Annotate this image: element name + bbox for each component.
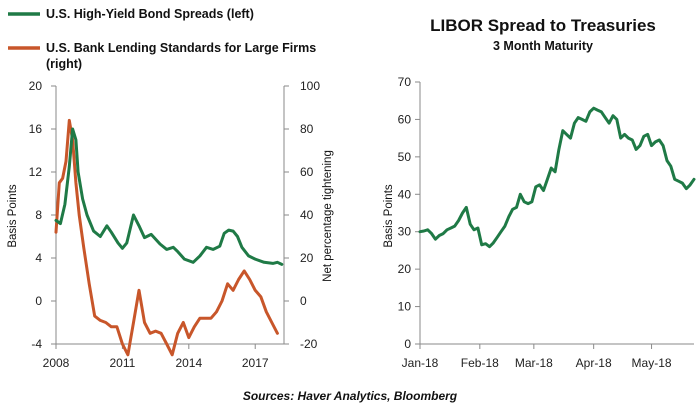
left-y-tick-label: 12 — [29, 165, 43, 179]
left-chart: U.S. High-Yield Bond Spreads (left) U.S.… — [7, 7, 334, 370]
right-chart: LIBOR Spread to Treasuries 3 Month Matur… — [383, 16, 696, 370]
legend-label-lending-standards-line2: (right) — [46, 57, 82, 71]
left-x-tick-label: 2017 — [242, 356, 269, 370]
left-y-tick-label: 16 — [29, 122, 43, 136]
right-y-tick-label: 20 — [300, 251, 314, 265]
right-chart-y-tick-label: 10 — [398, 300, 412, 314]
right-chart-subtitle: 3 Month Maturity — [493, 39, 593, 53]
right-chart-x-tick-label: Jan-18 — [402, 356, 439, 370]
right-chart-y-tick-label: 40 — [398, 187, 412, 201]
right-chart-x-tick-label: Feb-18 — [461, 356, 499, 370]
right-chart-y-axis-label: Basis Points — [383, 184, 395, 248]
left-legend: U.S. High-Yield Bond Spreads (left) U.S.… — [8, 7, 316, 71]
right-axes: 0 10 20 30 40 50 60 70 Jan-18 Feb-18 Mar-18 Apr-18 M… — [398, 75, 694, 370]
right-chart-y-tick-label: 0 — [404, 337, 411, 351]
left-plot-area — [54, 118, 284, 357]
right-chart-y-tick-label: 60 — [398, 112, 412, 126]
legend-label-lending-standards: U.S. Bank Lending Standards for Large Fi… — [46, 41, 316, 55]
left-x-tick-label: 2008 — [43, 356, 70, 370]
legend-label-high-yield: U.S. High-Yield Bond Spreads (left) — [46, 7, 254, 21]
left-axes: -4 0 4 8 12 16 20 -20 0 20 40 60 80 100 2008 2011 2014 20… — [29, 79, 321, 370]
right-chart-title: LIBOR Spread to Treasuries — [430, 16, 656, 35]
right-chart-x-tick-label: Apr-18 — [576, 356, 612, 370]
series-line-lending-standards — [54, 118, 279, 357]
left-x-tick-label: 2011 — [110, 356, 136, 370]
right-y-tick-label: -20 — [300, 337, 318, 351]
left-x-tick-label: 2014 — [175, 356, 202, 370]
right-chart-y-tick-label: 70 — [398, 75, 412, 89]
right-chart-y-tick-label: 30 — [398, 225, 412, 239]
right-y-tick-label: 100 — [300, 79, 320, 93]
right-plot-area — [418, 106, 696, 249]
right-y-tick-label: 40 — [300, 208, 314, 222]
left-y-tick-label: 0 — [35, 294, 42, 308]
left-y-tick-label: 8 — [35, 208, 42, 222]
series-line-libor-spread — [418, 106, 696, 249]
right-y-axis-label: Net percentage tightening — [322, 150, 334, 282]
right-chart-y-tick-label: 50 — [398, 150, 412, 164]
left-y-tick-label: 4 — [35, 251, 42, 265]
right-y-tick-label: 60 — [300, 165, 314, 179]
right-chart-y-tick-label: 20 — [398, 262, 412, 276]
source-note: Sources: Haver Analytics, Bloomberg — [243, 389, 458, 403]
left-y-tick-label: 20 — [29, 79, 43, 93]
left-y-axis-label: Basis Points — [7, 184, 19, 248]
right-chart-x-tick-label: May-18 — [632, 356, 672, 370]
left-y-tick-label: -4 — [31, 337, 42, 351]
right-chart-x-tick-label: Mar-18 — [515, 356, 553, 370]
right-y-tick-label: 0 — [300, 294, 307, 308]
right-y-tick-label: 80 — [300, 122, 314, 136]
series-line-high-yield — [54, 127, 284, 266]
